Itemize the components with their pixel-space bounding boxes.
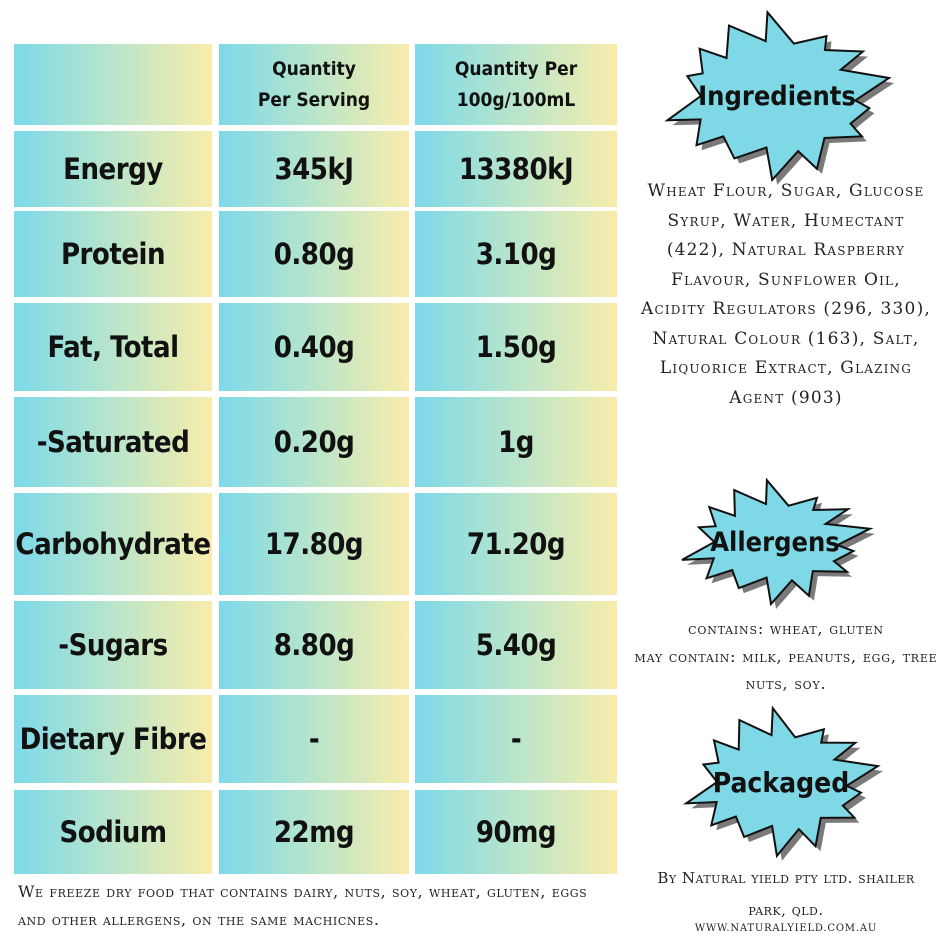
allergens-may-contain: may contain: milk, peanuts, egg, tree nu…	[634, 646, 938, 694]
nutrient-serving-value: 17.80g	[219, 493, 409, 595]
nutrient-label: Fat, Total	[14, 303, 212, 391]
ingredients-title: Ingredients	[698, 80, 856, 112]
nutrient-serving-value: 0.80g	[219, 211, 409, 297]
nutrient-serving-value: 0.40g	[219, 303, 409, 391]
ingredients-badge: Ingredients	[652, 6, 902, 186]
packaged-text: By Natural yield pty ltd. shailer park, …	[657, 869, 915, 919]
nutrient-label: -Saturated	[14, 397, 212, 487]
allergens-badge: Allergens	[668, 474, 882, 610]
nutrient-per100-value: 1.50g	[415, 303, 617, 391]
nutrient-label: Dietary Fibre	[14, 695, 212, 783]
starburst-shape	[682, 705, 883, 861]
starburst-fill	[682, 705, 881, 859]
nutrient-per100-value: 5.40g	[415, 601, 617, 689]
allergens-contains: contains: wheat, gluten	[688, 619, 884, 638]
nutrient-label: -Sugars	[14, 601, 212, 689]
starburst-fill	[664, 9, 892, 183]
footer-note: We freeze dry food that contains dairy, …	[18, 882, 588, 929]
nutrient-serving-value: -	[219, 695, 409, 783]
allergens-text: contains: wheat, gluten may contain: mil…	[633, 615, 939, 698]
nutrient-label: Carbohydrate	[14, 493, 212, 595]
packaged-badge: Packaged	[672, 702, 890, 862]
nutrient-label: Protein	[14, 211, 212, 297]
starburst-fill	[681, 477, 874, 607]
starburst-shape	[664, 9, 894, 185]
packaged-title: Packaged	[712, 765, 850, 799]
nutrient-per100-value: 1g	[415, 397, 617, 487]
nutrient-per100-value: 71.20g	[415, 493, 617, 595]
nutrient-label: Sodium	[14, 790, 212, 874]
table-header-blank	[14, 44, 212, 125]
nutrient-serving-value: 0.20g	[219, 397, 409, 487]
nutrient-per100-value: 3.10g	[415, 211, 617, 297]
website-link[interactable]: WWW.NATURALYIELD.COM.AU	[694, 923, 878, 934]
nutrient-label: Energy	[14, 131, 212, 207]
nutrient-serving-value: 345kJ	[219, 131, 409, 207]
nutrient-per100-value: 13380kJ	[415, 131, 617, 207]
allergens-title: Allergens	[710, 526, 840, 558]
nutrient-per100-value: -	[415, 695, 617, 783]
nutrient-per100-value: 90mg	[415, 790, 617, 874]
nutrient-serving-value: 8.80g	[219, 601, 409, 689]
nutrient-serving-value: 22mg	[219, 790, 409, 874]
table-header-per100: Quantity Per 100g/100mL	[415, 44, 617, 125]
ingredients-text: Wheat Flour, Sugar, Glucose Syrup, Water…	[641, 181, 931, 408]
starburst-shape	[681, 477, 875, 609]
table-header-serving: Quantity Per Serving	[219, 44, 409, 125]
